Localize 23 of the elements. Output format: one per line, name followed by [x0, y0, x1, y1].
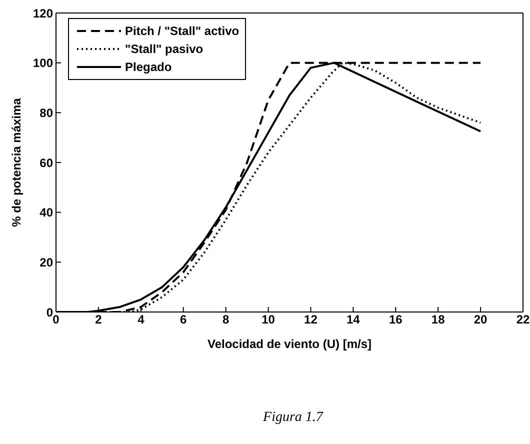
x-tick-label: 4	[138, 312, 145, 327]
legend-label: Pitch / "Stall" activo	[125, 24, 240, 38]
x-axis-title: Velocidad de viento (U) [m/s]	[207, 337, 372, 351]
text: Figura 1.7	[262, 410, 324, 426]
x-tick-label: 8	[222, 312, 230, 327]
y-tick-label: 20	[40, 255, 54, 270]
y-axis-title: % de potencia máxima	[9, 98, 24, 227]
x-tick-label: 14	[346, 312, 360, 327]
legend-label: "Stall" pasivo	[125, 42, 204, 56]
x-tick-label: 16	[388, 312, 403, 327]
x-tick-label: 12	[304, 312, 318, 327]
x-tick-label: 20	[474, 312, 488, 327]
x-tick-label: 2	[95, 312, 102, 327]
y-tick-label: 80	[40, 106, 54, 120]
y-tick-label: 40	[40, 206, 54, 220]
y-tick-label: 100	[32, 56, 54, 70]
legend-label: Plegado	[125, 60, 172, 74]
x-tick-label: 22	[516, 312, 530, 327]
y-tick-label: 120	[32, 6, 54, 20]
x-tick-label: 18	[431, 312, 446, 327]
x-tick-label: 10	[262, 312, 276, 327]
x-tick-label: 6	[180, 312, 188, 327]
y-tick-label: 60	[40, 156, 54, 170]
